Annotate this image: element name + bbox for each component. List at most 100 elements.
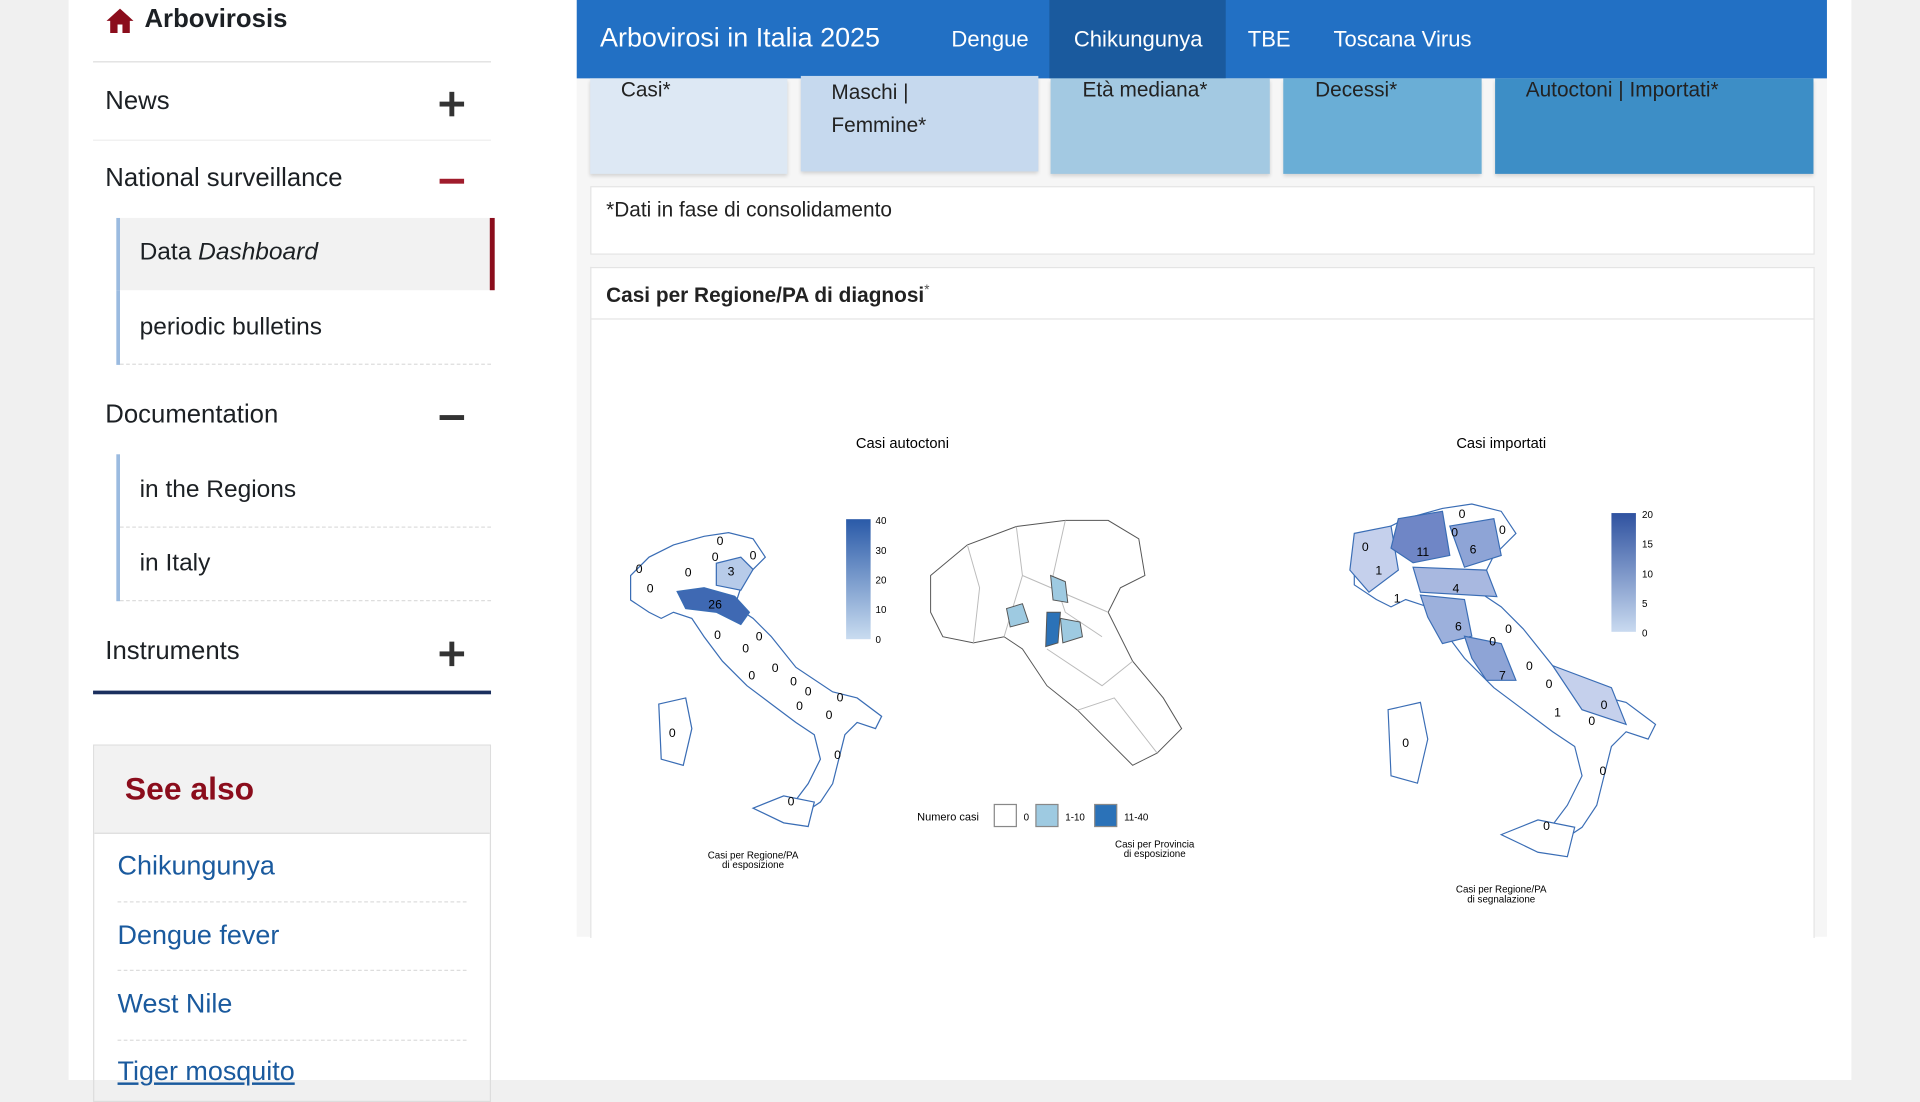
region-label: 0: [790, 675, 797, 689]
legend-swatch: [993, 803, 1017, 828]
map-importati: [1349, 503, 1657, 858]
menu-item[interactable]: News: [105, 86, 170, 116]
divider: [93, 139, 492, 141]
divider: [120, 600, 492, 602]
region-label: 1: [1394, 591, 1401, 605]
divider: [117, 901, 467, 903]
scale-label: 20: [1642, 510, 1653, 521]
region-label: 0: [1546, 677, 1553, 691]
region-label: 0: [742, 642, 749, 656]
legend-label: 0: [1024, 812, 1030, 823]
submenu-item[interactable]: periodic bulletins: [139, 313, 323, 341]
panel-title-mark: *: [924, 282, 930, 298]
region-label: 6: [1470, 542, 1477, 556]
region-label: 0: [772, 661, 779, 675]
panel-title: Casi per Regione/PA di diagnosi*: [606, 283, 929, 308]
menu-item[interactable]: National surveillance: [105, 164, 343, 193]
region-label: 0: [1459, 507, 1466, 521]
kpi-label: Età mediana*: [1082, 78, 1208, 102]
see-also-title: See also: [124, 770, 255, 807]
region-label: 0: [1543, 819, 1550, 833]
scale-label: 10: [1642, 569, 1653, 580]
region-label: 0: [1505, 622, 1512, 636]
region-fill: [676, 587, 751, 626]
region-label: 0: [1526, 659, 1533, 673]
kpi-card: Maschi | Femmine*: [800, 75, 1039, 172]
kpi-label: Autoctoni | Importati*: [1525, 78, 1719, 102]
region-label: 0: [1402, 736, 1409, 750]
kpi-card: Casi*: [590, 78, 788, 174]
expand-icon[interactable]: [439, 91, 465, 117]
submenu-border: [116, 454, 120, 602]
region-label: 0: [748, 669, 755, 683]
menu-item[interactable]: Instruments: [105, 636, 240, 665]
scale-label: 10: [876, 605, 887, 616]
province-fill: [1050, 574, 1069, 604]
region-label: 0: [805, 685, 812, 699]
region-fill: [1463, 635, 1517, 681]
region-label: 0: [1489, 634, 1496, 648]
see-also-link[interactable]: West Nile: [117, 988, 233, 1019]
note-box: [590, 186, 1815, 255]
region-label: 0: [636, 562, 643, 576]
scale-label: 0: [876, 635, 882, 646]
collapse-icon[interactable]: [439, 169, 465, 193]
nav-tab-active[interactable]: Chikungunya: [1049, 0, 1226, 79]
region-label: 0: [1601, 698, 1608, 712]
region-fill: [715, 556, 754, 591]
navbar-title: Arbovirosi in Italia 2025: [600, 22, 881, 53]
region-label: 0: [647, 582, 654, 596]
region-label: 0: [750, 549, 757, 563]
legend-swatch: [1035, 803, 1059, 828]
region-label: 0: [669, 726, 676, 740]
region-label: 6: [1455, 620, 1462, 634]
divider: [591, 318, 1814, 320]
kpi-card: Decessi*: [1283, 78, 1482, 174]
map-caption: di esposizione: [1124, 849, 1186, 860]
chart-panel: [590, 266, 1815, 938]
border: [1077, 697, 1158, 754]
region-fill: [1390, 510, 1451, 564]
region-label: 4: [1453, 582, 1460, 596]
kpi-label: Casi*: [620, 78, 671, 102]
note: *Dati in fase di consolidamento: [606, 198, 892, 222]
divider: [117, 969, 467, 972]
menu-item[interactable]: Documentation: [105, 400, 279, 429]
region-label: 0: [685, 566, 692, 580]
nav-tab[interactable]: TBE: [1247, 26, 1291, 52]
region-label: 0: [1599, 764, 1606, 778]
region-label: 0: [796, 699, 803, 713]
province-fill: [1059, 617, 1084, 644]
region-fill: [1449, 518, 1502, 568]
expand-icon[interactable]: [439, 641, 465, 667]
scale-label: 5: [1642, 599, 1648, 610]
see-also-link[interactable]: Dengue fever: [117, 919, 280, 951]
map-caption: di esposizione: [722, 860, 784, 871]
see-also-link[interactable]: Chikungunya: [117, 849, 275, 881]
panel-title-text: Casi per Regione/PA di diagnosi: [606, 283, 925, 307]
region-label: 0: [834, 748, 841, 762]
region-label: 11: [1417, 545, 1430, 559]
submenu-item[interactable]: in the Regions: [139, 476, 297, 504]
active-item-bg: [116, 217, 495, 291]
region-fill: [1412, 566, 1498, 598]
nav-tab[interactable]: Toscana Virus: [1333, 26, 1472, 52]
region-label: 0: [714, 628, 721, 642]
region-label: 3: [728, 565, 735, 579]
sidebar-bottom-border: [93, 690, 492, 695]
region-label: 0: [826, 708, 833, 722]
submenu-item[interactable]: in Italy: [139, 549, 211, 577]
legend-title: Numero casi: [917, 811, 979, 823]
region-label: 1: [1554, 705, 1561, 719]
kpi-card: Età mediana*: [1050, 78, 1270, 174]
region-label: 0: [837, 691, 844, 705]
submenu-item[interactable]: Data Dashboard: [140, 239, 318, 267]
kpi-card: Autoctoni | Importati*: [1495, 78, 1814, 174]
nav-tab[interactable]: Dengue: [951, 26, 1029, 52]
province-fill: [1045, 611, 1061, 648]
region-label: 0: [1499, 523, 1506, 537]
collapse-icon[interactable]: [439, 405, 465, 429]
map-caption: Casi per Provincia: [1115, 839, 1195, 850]
